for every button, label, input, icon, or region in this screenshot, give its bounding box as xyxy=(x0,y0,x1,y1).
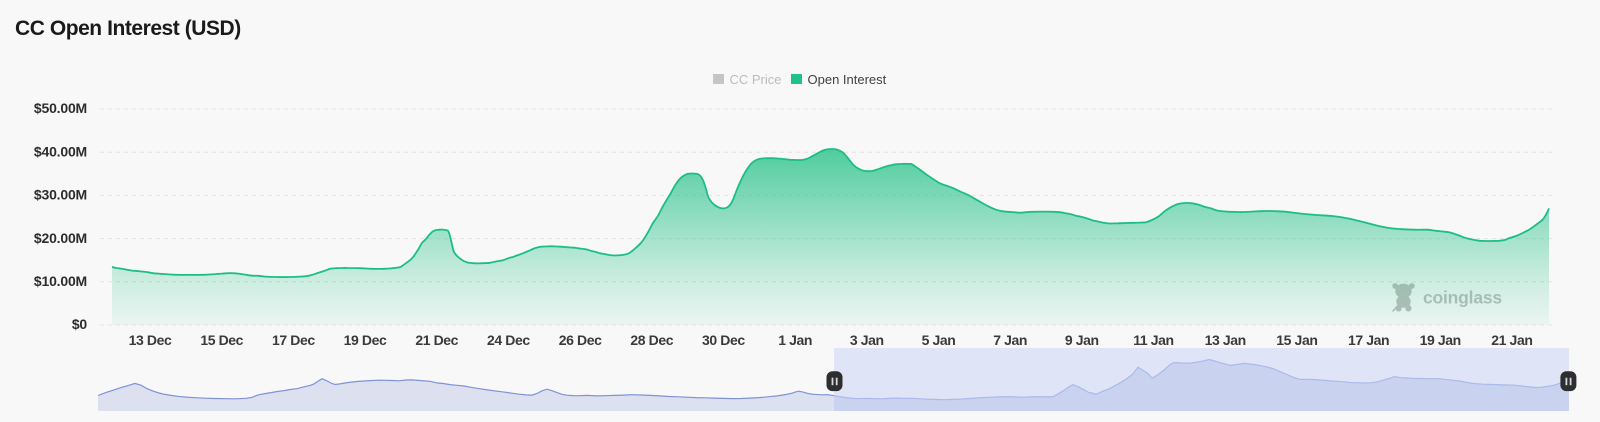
svg-text:3 Jan: 3 Jan xyxy=(850,332,884,348)
svg-text:17 Dec: 17 Dec xyxy=(272,332,315,348)
svg-text:13 Jan: 13 Jan xyxy=(1205,332,1246,348)
svg-text:30 Dec: 30 Dec xyxy=(702,332,745,348)
svg-text:1 Jan: 1 Jan xyxy=(778,332,812,348)
svg-text:19 Jan: 19 Jan xyxy=(1420,332,1461,348)
svg-text:$40.00M: $40.00M xyxy=(34,143,87,159)
svg-text:$30.00M: $30.00M xyxy=(34,187,87,203)
svg-text:$0: $0 xyxy=(72,316,88,332)
svg-text:9 Jan: 9 Jan xyxy=(1065,332,1099,348)
svg-text:13 Dec: 13 Dec xyxy=(129,332,172,348)
svg-text:19 Dec: 19 Dec xyxy=(344,332,387,348)
svg-text:$20.00M: $20.00M xyxy=(34,230,87,246)
svg-text:11 Jan: 11 Jan xyxy=(1133,332,1173,348)
svg-text:21 Dec: 21 Dec xyxy=(415,332,458,348)
svg-text:24 Dec: 24 Dec xyxy=(487,332,530,348)
svg-text:28 Dec: 28 Dec xyxy=(630,332,673,348)
svg-text:21 Jan: 21 Jan xyxy=(1491,332,1532,348)
svg-text:5 Jan: 5 Jan xyxy=(922,332,956,348)
svg-text:7 Jan: 7 Jan xyxy=(993,332,1027,348)
svg-text:$50.00M: $50.00M xyxy=(34,100,87,116)
svg-text:15 Jan: 15 Jan xyxy=(1276,332,1317,348)
svg-text:17 Jan: 17 Jan xyxy=(1348,332,1389,348)
svg-text:26 Dec: 26 Dec xyxy=(559,332,602,348)
svg-text:15 Dec: 15 Dec xyxy=(200,332,243,348)
svg-text:$10.00M: $10.00M xyxy=(34,273,87,289)
